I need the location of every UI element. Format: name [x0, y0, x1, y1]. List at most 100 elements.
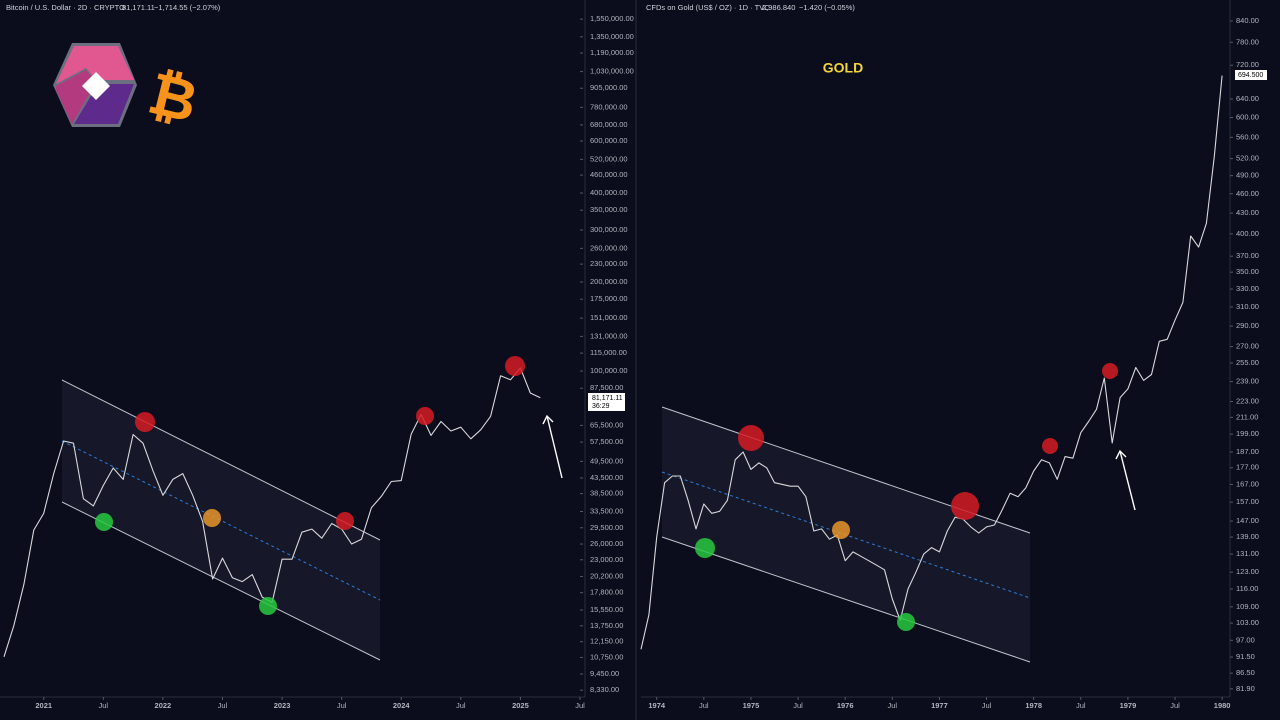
- arrow: [546, 415, 563, 479]
- y-tick-label: 15,550.00: [590, 605, 623, 614]
- x-tick-label: 1975: [743, 701, 760, 710]
- arrow-head: [542, 414, 554, 425]
- y-tick-label: 8,330.00: [590, 685, 619, 694]
- y-tick-label: 100,000.00: [590, 366, 628, 375]
- y-tick-label: 780,000.00: [590, 102, 628, 111]
- x-tick-label: Jul: [218, 701, 228, 710]
- x-tick-label: 2022: [155, 701, 172, 710]
- y-tick-label: 310.00: [1236, 302, 1259, 311]
- y-tick-label: 103.00: [1236, 618, 1259, 627]
- y-tick-label: 680,000.00: [590, 120, 628, 129]
- y-tick-label: 9,450.00: [590, 669, 619, 678]
- logo-bottom: [74, 84, 134, 124]
- y-tick-label: 211.00: [1236, 412, 1258, 421]
- x-tick-label: 2023: [274, 701, 291, 710]
- x-tick-label: Jul: [456, 701, 466, 710]
- y-tick-label: 400,000.00: [590, 188, 628, 197]
- channel-fill: [62, 380, 380, 660]
- y-tick-label: 200,000.00: [590, 277, 628, 286]
- arrow: [1119, 450, 1136, 511]
- price-tag-text: 694.500: [1238, 72, 1263, 79]
- y-tick-label: 199.00: [1236, 429, 1259, 438]
- price-tag: [588, 393, 625, 411]
- y-tick-label: 720.00: [1236, 60, 1259, 69]
- marker-red: [738, 425, 764, 451]
- y-tick-label: 175,000.00: [590, 294, 628, 303]
- marker-red: [1042, 438, 1058, 454]
- x-tick-label: Jul: [699, 701, 709, 710]
- x-tick-label: 2025: [512, 701, 529, 710]
- x-tick-label: Jul: [982, 701, 992, 710]
- y-tick-label: 460.00: [1236, 189, 1259, 198]
- y-tick-label: 270.00: [1236, 342, 1259, 351]
- x-tick-label: Jul: [888, 701, 898, 710]
- marker-red: [951, 492, 979, 520]
- y-tick-label: 13,750.00: [590, 621, 623, 630]
- y-tick-label: 400.00: [1236, 229, 1259, 238]
- y-tick-label: 97.00: [1236, 635, 1255, 644]
- y-tick-label: 640.00: [1236, 94, 1259, 103]
- x-tick-label: 1980: [1214, 701, 1231, 710]
- x-tick-label: 1974: [648, 701, 666, 710]
- y-tick-label: 300,000.00: [590, 225, 628, 234]
- y-tick-label: 350.00: [1236, 267, 1259, 276]
- logo: [53, 43, 137, 127]
- y-tick-label: 33,500.00: [590, 506, 623, 515]
- price-change: −1,714.55 (−2.07%): [154, 3, 221, 12]
- y-tick-label: 10,750.00: [590, 652, 623, 661]
- price-change: −1.420 (−0.05%): [799, 3, 855, 12]
- countdown: 36:29: [592, 403, 610, 410]
- symbol-title: CFDs on Gold (US$ / OZ) · 1D · TVC: [646, 3, 770, 12]
- y-tick-label: 239.00: [1236, 377, 1259, 386]
- y-tick-label: 151,000.00: [590, 313, 628, 322]
- arrow-head: [1115, 449, 1127, 460]
- channel-midline: [61, 440, 381, 601]
- y-tick-label: 26,000.00: [590, 539, 623, 548]
- logo-top: [56, 46, 134, 84]
- y-tick-label: 330.00: [1236, 284, 1259, 293]
- y-tick-label: 560.00: [1236, 132, 1259, 141]
- annotation: GOLD: [823, 60, 863, 76]
- y-tick-label: 1,190,000.00: [590, 48, 634, 57]
- marker-orange: [203, 509, 221, 527]
- x-tick-label: Jul: [337, 701, 347, 710]
- marker-red: [1102, 363, 1118, 379]
- symbol-title: Bitcoin / U.S. Dollar · 2D · CRYPTO: [6, 3, 125, 12]
- y-tick-label: 81.90: [1236, 684, 1255, 693]
- x-tick-label: Jul: [99, 701, 109, 710]
- y-tick-label: 350,000.00: [590, 205, 628, 214]
- marker-green: [695, 538, 715, 558]
- y-tick-label: 87,500.00: [590, 383, 623, 392]
- y-tick-label: 1,550,000.00: [590, 14, 634, 23]
- y-tick-label: 109.00: [1236, 602, 1259, 611]
- y-tick-label: 49,500.00: [590, 456, 623, 465]
- y-tick-label: 20,200.00: [590, 571, 623, 580]
- y-tick-label: 38,500.00: [590, 489, 623, 498]
- price-tag: [1235, 70, 1267, 80]
- y-tick-label: 230,000.00: [590, 259, 628, 268]
- y-tick-label: 430.00: [1236, 208, 1259, 217]
- channel-line: [61, 501, 381, 661]
- y-tick-label: 1,350,000.00: [590, 32, 634, 41]
- y-tick-label: 12,150.00: [590, 637, 623, 646]
- y-tick-label: 131.00: [1236, 549, 1259, 558]
- x-tick-label: 2021: [35, 701, 52, 710]
- y-tick-label: 490.00: [1236, 171, 1259, 180]
- y-tick-label: 157.00: [1236, 497, 1259, 506]
- y-tick-label: 65,500.00: [590, 420, 623, 429]
- x-tick-label: 1977: [931, 701, 948, 710]
- y-tick-label: 43,500.00: [590, 473, 623, 482]
- x-tick-label: 1978: [1025, 701, 1042, 710]
- y-tick-label: 223.00: [1236, 396, 1259, 405]
- y-tick-label: 167.00: [1236, 479, 1259, 488]
- x-tick-label: Jul: [575, 701, 585, 710]
- x-tick-label: 2024: [393, 701, 411, 710]
- marker-red: [505, 356, 525, 376]
- y-tick-label: 91.50: [1236, 652, 1255, 661]
- y-tick-label: 131,000.00: [590, 331, 628, 340]
- y-tick-label: 23,000.00: [590, 555, 623, 564]
- y-tick-label: 1,030,000.00: [590, 67, 634, 76]
- x-tick-label: Jul: [793, 701, 803, 710]
- y-tick-label: 290.00: [1236, 321, 1259, 330]
